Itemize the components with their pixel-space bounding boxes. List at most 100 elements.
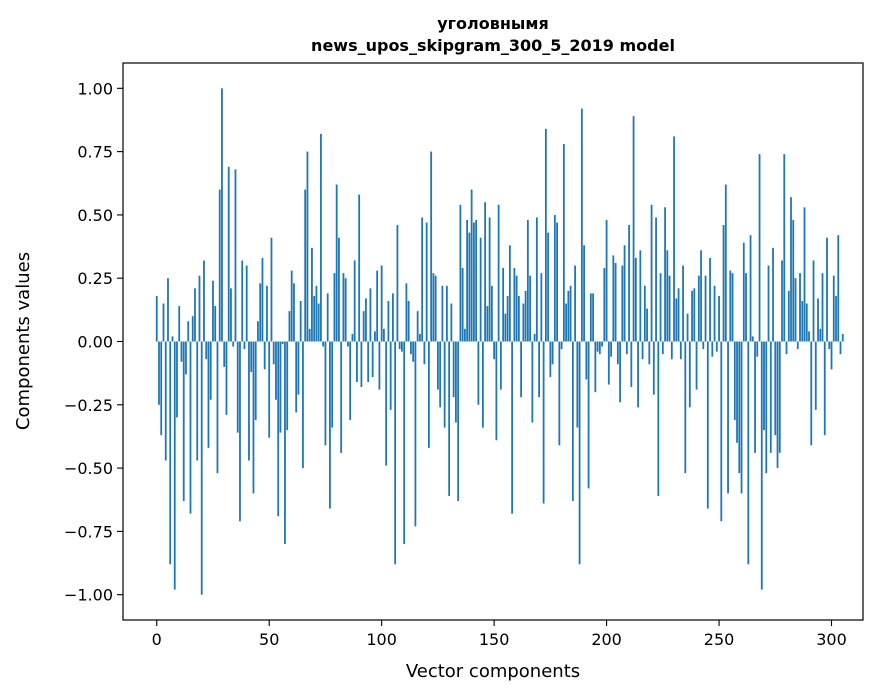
bar <box>731 273 734 342</box>
bar <box>248 341 250 461</box>
bar <box>603 268 606 342</box>
bar <box>549 341 552 377</box>
bar <box>819 328 822 342</box>
bar <box>475 219 478 342</box>
bar <box>436 341 439 390</box>
bar <box>306 151 309 342</box>
bar <box>182 341 185 501</box>
bar <box>826 237 828 342</box>
bar <box>484 202 487 342</box>
bars-group <box>155 88 844 595</box>
bar <box>374 331 376 342</box>
bar <box>702 341 705 350</box>
bar <box>747 341 750 565</box>
bar <box>774 341 777 436</box>
bar <box>695 341 698 390</box>
bar <box>362 311 365 342</box>
bar <box>308 328 311 342</box>
bar <box>646 308 648 342</box>
bar <box>270 237 273 342</box>
bar <box>401 341 403 352</box>
bar <box>225 341 228 415</box>
y-tick-label: −0.25 <box>64 396 113 415</box>
bar <box>299 300 302 342</box>
bar <box>410 341 412 355</box>
bar <box>592 293 594 342</box>
y-axis-ticks: −1.00 −0.75 −0.50 −0.25 0.00 0.25 0.50 0.75 1.00 <box>64 79 123 605</box>
bar <box>668 275 671 342</box>
bar <box>526 219 529 342</box>
bar <box>369 288 372 342</box>
bar <box>396 225 399 342</box>
bar <box>227 166 230 342</box>
bar <box>430 151 433 342</box>
bar <box>313 295 316 342</box>
bar <box>351 333 354 342</box>
bar <box>515 275 518 342</box>
bar <box>459 204 462 342</box>
bar <box>571 341 574 501</box>
bar <box>553 214 556 342</box>
bar <box>167 278 169 342</box>
bar <box>787 290 790 342</box>
bar <box>801 300 804 342</box>
bar <box>403 341 406 545</box>
bar <box>542 341 545 504</box>
bar <box>416 311 419 342</box>
plot-frame <box>122 62 864 621</box>
bar <box>601 341 603 347</box>
bar <box>632 116 635 342</box>
bar <box>340 341 343 453</box>
bar <box>682 265 684 342</box>
bar <box>749 235 752 342</box>
bar <box>421 217 424 342</box>
bar <box>670 341 673 360</box>
bar <box>538 341 541 398</box>
y-tick-label: 0.25 <box>77 269 113 288</box>
bar <box>212 280 214 342</box>
bar <box>245 265 248 342</box>
bar <box>443 341 446 428</box>
bar <box>470 189 473 342</box>
bar <box>383 328 385 342</box>
bar <box>760 341 763 590</box>
bar <box>360 341 363 388</box>
bar <box>808 331 810 342</box>
bar <box>214 306 217 342</box>
bar <box>524 290 527 342</box>
bar <box>450 303 453 342</box>
y-tick-label: 0.00 <box>77 333 113 352</box>
bar <box>567 290 570 342</box>
bar <box>371 341 374 377</box>
bar <box>504 313 507 342</box>
bar <box>441 285 444 342</box>
bar <box>675 298 678 342</box>
bar <box>468 232 471 342</box>
bar <box>706 341 709 509</box>
bar <box>657 341 660 496</box>
bar <box>839 341 842 355</box>
bar <box>569 285 572 342</box>
bar <box>439 341 442 408</box>
bar <box>304 189 307 342</box>
bar <box>740 341 743 494</box>
bar <box>799 273 801 342</box>
bar <box>302 341 304 469</box>
bar <box>643 285 646 342</box>
bar <box>171 336 174 342</box>
bar <box>803 207 806 342</box>
bar <box>560 341 563 350</box>
bar <box>263 341 266 370</box>
bar <box>457 341 460 501</box>
bar <box>479 237 482 342</box>
bar <box>792 219 795 342</box>
bar <box>531 341 534 423</box>
bar <box>614 263 617 342</box>
bar <box>335 184 338 342</box>
bar <box>596 341 599 352</box>
bar <box>358 194 361 342</box>
bar <box>583 245 585 342</box>
bar <box>551 341 554 365</box>
bar <box>472 222 475 342</box>
